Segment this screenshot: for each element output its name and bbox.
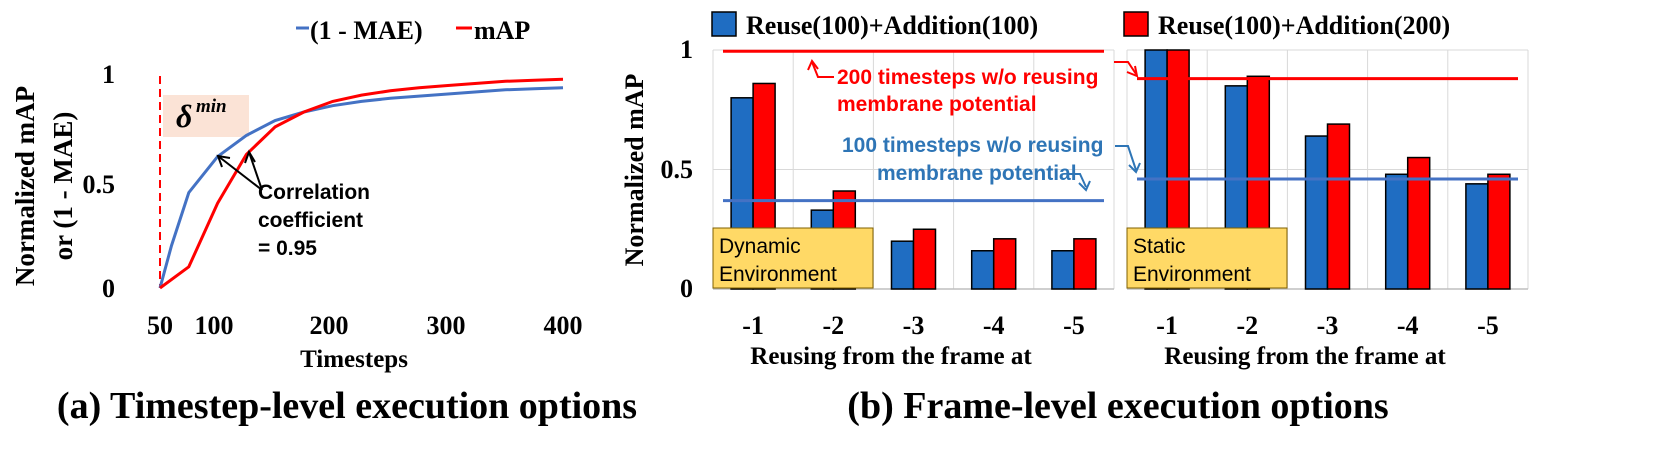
delta-superscript: min (196, 96, 227, 117)
bar-dynamic-series-1 (1051, 250, 1075, 290)
dynamic-env-label-1: Dynamic (719, 235, 801, 258)
bar-dynamic-series-2 (992, 238, 1017, 290)
red-arrow-left (811, 61, 834, 78)
delta-box (163, 95, 249, 137)
bar-static-series-1 (1465, 183, 1489, 290)
blue-annotation-2: membrane potential (877, 162, 1077, 185)
bar-y-axis-title: Normalized mAP (620, 73, 649, 266)
y-tick-label: 0 (102, 274, 115, 303)
legend-label-mae: (1 - MAE) (310, 16, 423, 45)
line-chart: (1 - MAE) mAP Normalized mAP or (1 - MAE… (10, 16, 637, 427)
static-env-box (1126, 227, 1288, 289)
bar-y-tick-label: 0 (680, 274, 693, 303)
blue-arrowhead-left (1078, 180, 1091, 192)
red-arrowhead-right (1126, 65, 1139, 78)
legend-label-map: mAP (474, 16, 530, 45)
series-line-map (159, 77, 564, 290)
red-annotation-1: 200 timesteps w/o reusing (837, 66, 1098, 89)
x-tick-label: 200 (310, 311, 349, 340)
dynamic-x-axis-title: Reusing from the frame at (750, 343, 1032, 370)
blue-arrowhead-right (1128, 162, 1141, 174)
blue-annotation-arrows (1067, 145, 1141, 192)
legend-label-series-1: Reuse(100)+Addition(100) (746, 11, 1038, 40)
correlation-label-1: Correlation (258, 181, 370, 204)
series-line-mae (158, 86, 564, 289)
correlation-label-3: = 0.95 (258, 237, 317, 260)
bar-x-tick-label: -3 (903, 311, 925, 340)
bar-x-tick-label: -4 (983, 311, 1005, 340)
x-tick-label: 300 (427, 311, 466, 340)
y-axis-title-line1: Normalized mAP (10, 86, 40, 286)
bar-x-tick-label: -3 (1317, 311, 1339, 340)
bar-chart: Reuse(100)+Addition(100) Reuse(100)+Addi… (620, 11, 1529, 427)
bar-y-tick-label: 0.5 (661, 155, 694, 184)
correlation-label-2: coefficient (258, 209, 363, 232)
dynamic-env-label-2: Environment (719, 263, 837, 286)
bar-x-tick-label: -2 (1236, 311, 1258, 340)
arrow-to-mae (217, 155, 263, 191)
x-axis-title: Timesteps (300, 346, 408, 373)
red-arrowhead-left (807, 59, 819, 71)
bar-dynamic-series-2 (1073, 238, 1097, 290)
static-env-label-1: Static (1133, 235, 1186, 258)
static-x-axis-title: Reusing from the frame at (1164, 343, 1446, 370)
y-tick-label: 0.5 (83, 170, 116, 199)
blue-annotation-1: 100 timesteps w/o reusing (842, 134, 1103, 157)
correlation-arrows (216, 149, 263, 191)
bar-static-series-2 (1406, 156, 1431, 290)
bar-dynamic-series-1 (890, 240, 915, 290)
legend-swatch-series-1 (711, 11, 737, 37)
red-annotation-arrows (807, 59, 1139, 78)
y-axis-title-line2: or (1 - MAE) (48, 112, 78, 261)
arrowhead-map (244, 149, 256, 164)
arrow-to-map (248, 151, 263, 191)
bar-static-series-1 (1304, 135, 1329, 290)
bar-x-tick-label: -5 (1063, 311, 1085, 340)
line-legend: (1 - MAE) mAP (296, 16, 530, 45)
legend-swatch-series-2 (1123, 11, 1149, 37)
red-arrow-right (1114, 61, 1137, 75)
delta-symbol: δ (176, 98, 192, 134)
bar-x-tick-label: -5 (1477, 311, 1499, 340)
bar-x-tick-label: -2 (822, 311, 844, 340)
bar-x-tick-label: -1 (742, 311, 764, 340)
bar-static-series-2 (1487, 173, 1511, 290)
bar-static-series-1 (1384, 173, 1409, 290)
legend-label-series-2: Reuse(100)+Addition(200) (1158, 11, 1450, 40)
bar-static-series-2 (1326, 123, 1351, 290)
bar-x-tick-label: -4 (1397, 311, 1419, 340)
dynamic-env-box (712, 227, 874, 289)
blue-arrow-right (1115, 145, 1137, 171)
static-env-label-2: Environment (1133, 263, 1251, 286)
bar-dynamic-series-1 (970, 250, 995, 290)
blue-arrow-left (1067, 173, 1087, 188)
caption-b: (b) Frame-level execution options (847, 385, 1388, 427)
x-tick-label: 50 (147, 311, 173, 340)
red-annotation-2: membrane potential (837, 93, 1037, 116)
bar-x-tick-labels: -1 -2 -3 -4 -5 -1 -2 -3 -4 -5 (742, 311, 1498, 340)
bar-dynamic-series-2 (912, 228, 937, 290)
bar-y-tick-label: 1 (680, 35, 693, 64)
caption-a: (a) Timestep-level execution options (57, 385, 637, 427)
arrowhead-mae (216, 154, 231, 168)
y-tick-label: 1 (102, 60, 115, 89)
bar-x-tick-label: -1 (1156, 311, 1178, 340)
x-tick-label: 400 (544, 311, 583, 340)
bar-legend: Reuse(100)+Addition(100) Reuse(100)+Addi… (711, 11, 1450, 40)
x-tick-label: 100 (195, 311, 234, 340)
